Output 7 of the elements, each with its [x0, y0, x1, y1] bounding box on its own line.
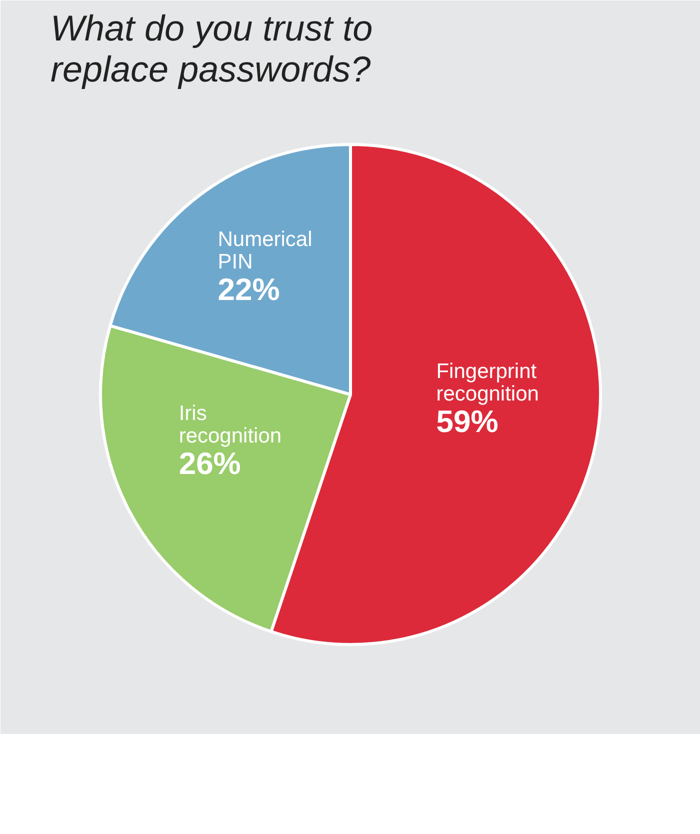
slice-label: Iris recognition	[178, 402, 282, 448]
slice-label: Numerical PIN	[218, 228, 312, 274]
slice-label: Fingerprint recognition	[436, 360, 539, 406]
chart-title: What do you trust to replace passwords?	[50, 8, 373, 90]
data-label: 59%	[436, 404, 498, 440]
data-label: 22%	[218, 272, 280, 308]
data-label: 26%	[178, 446, 241, 482]
